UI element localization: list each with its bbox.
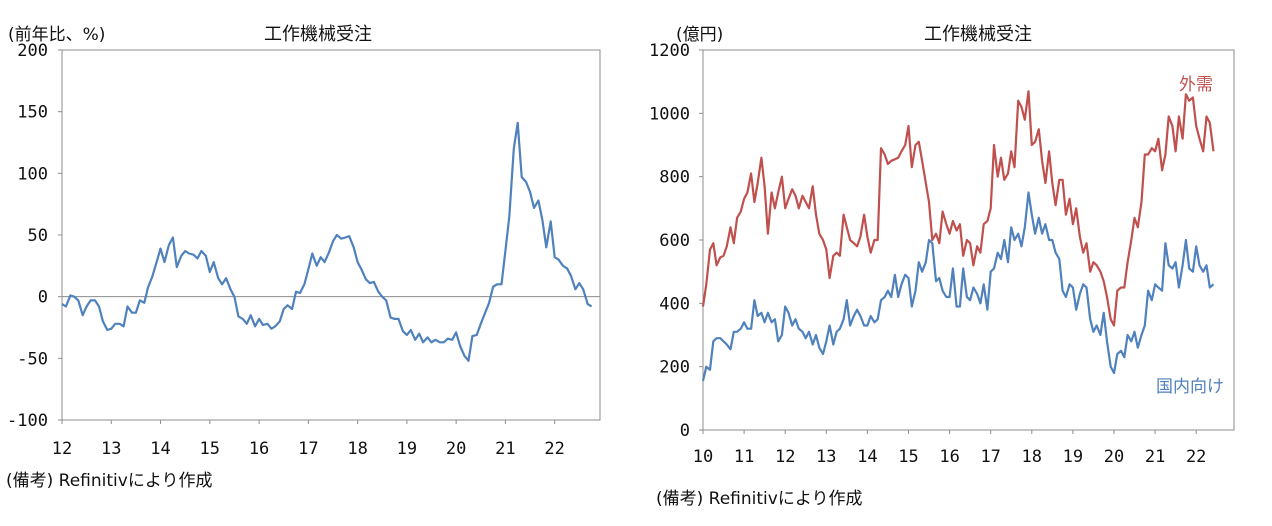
chart1-x-tick-label: 21 bbox=[495, 439, 515, 459]
chart2-series-label-2: 国内向け bbox=[1156, 377, 1224, 397]
chart1-x-tick-label: 18 bbox=[347, 439, 367, 459]
chart1-x-tick-label: 13 bbox=[101, 439, 121, 459]
chart1-x-tick-label: 17 bbox=[298, 439, 318, 459]
right-chart-source-note: (備考) Refinitivにより作成 bbox=[656, 489, 863, 509]
chart2-x-tick-label: 17 bbox=[980, 447, 1000, 467]
chart1-x-tick-label: 12 bbox=[52, 439, 72, 459]
chart1-y-tick-label: 200 bbox=[17, 41, 48, 61]
chart2-x-tick-label: 11 bbox=[734, 447, 754, 467]
chart2-x-tick-label: 12 bbox=[775, 447, 795, 467]
chart2-y-tick-label: 1200 bbox=[649, 41, 690, 61]
chart2-y-tick-label: 600 bbox=[659, 231, 690, 251]
chart2-x-tick-label: 19 bbox=[1063, 447, 1083, 467]
chart1-y-axis-unit: (前年比、%) bbox=[8, 25, 105, 45]
chart1-x-tick-label: 14 bbox=[150, 439, 170, 459]
chart1-x-tick-label: 19 bbox=[397, 439, 417, 459]
chart2-y-tick-label: 200 bbox=[659, 358, 690, 378]
chart2-x-tick-label: 20 bbox=[1104, 447, 1124, 467]
chart1-y-tick-label: 150 bbox=[17, 103, 48, 123]
chart2-x-tick-label: 14 bbox=[857, 447, 877, 467]
chart1-y-tick-label: 50 bbox=[28, 226, 48, 246]
chart2-title: 工作機械受注 bbox=[924, 24, 1032, 45]
chart2-series-label-1: 外需 bbox=[1179, 75, 1213, 95]
chart2-y-axis-unit: (億円) bbox=[676, 25, 723, 45]
chart1-y-tick-label: -50 bbox=[17, 349, 48, 369]
chart2-series-line-2 bbox=[701, 191, 1215, 382]
chart1-x-tick-label: 16 bbox=[249, 439, 269, 459]
chart2-x-tick-label: 21 bbox=[1145, 447, 1165, 467]
chart2-y-tick-label: 800 bbox=[659, 168, 690, 188]
chart2-x-tick-label: 13 bbox=[816, 447, 836, 467]
chart1-y-tick-label: -100 bbox=[7, 411, 48, 431]
chart1-title: 工作機械受注 bbox=[264, 24, 372, 45]
chart2-x-tick-label: 10 bbox=[693, 447, 713, 467]
chart1-plot-frame bbox=[61, 49, 601, 421]
chart2-x-tick-label: 15 bbox=[898, 447, 918, 467]
chart1-x-tick-label: 22 bbox=[544, 439, 564, 459]
chart1-y-tick-label: 0 bbox=[38, 288, 48, 308]
chart1-y-tick-label: 100 bbox=[17, 164, 48, 184]
chart2-y-tick-label: 400 bbox=[659, 294, 690, 314]
chart1-x-tick-label: 15 bbox=[200, 439, 220, 459]
chart2-series-line-1 bbox=[701, 90, 1215, 327]
chart2-x-tick-label: 16 bbox=[939, 447, 959, 467]
chart2-plot-frame bbox=[702, 49, 1235, 431]
chart2-x-tick-label: 22 bbox=[1186, 447, 1206, 467]
chart1-x-tick-label: 20 bbox=[446, 439, 466, 459]
chart1-series-line-1 bbox=[61, 121, 593, 362]
left-chart-source-note: (備考) Refinitivにより作成 bbox=[6, 471, 213, 491]
chart2-y-tick-label: 1000 bbox=[649, 104, 690, 124]
chart2-y-tick-label: 0 bbox=[680, 421, 690, 441]
chart2-x-tick-label: 18 bbox=[1022, 447, 1042, 467]
